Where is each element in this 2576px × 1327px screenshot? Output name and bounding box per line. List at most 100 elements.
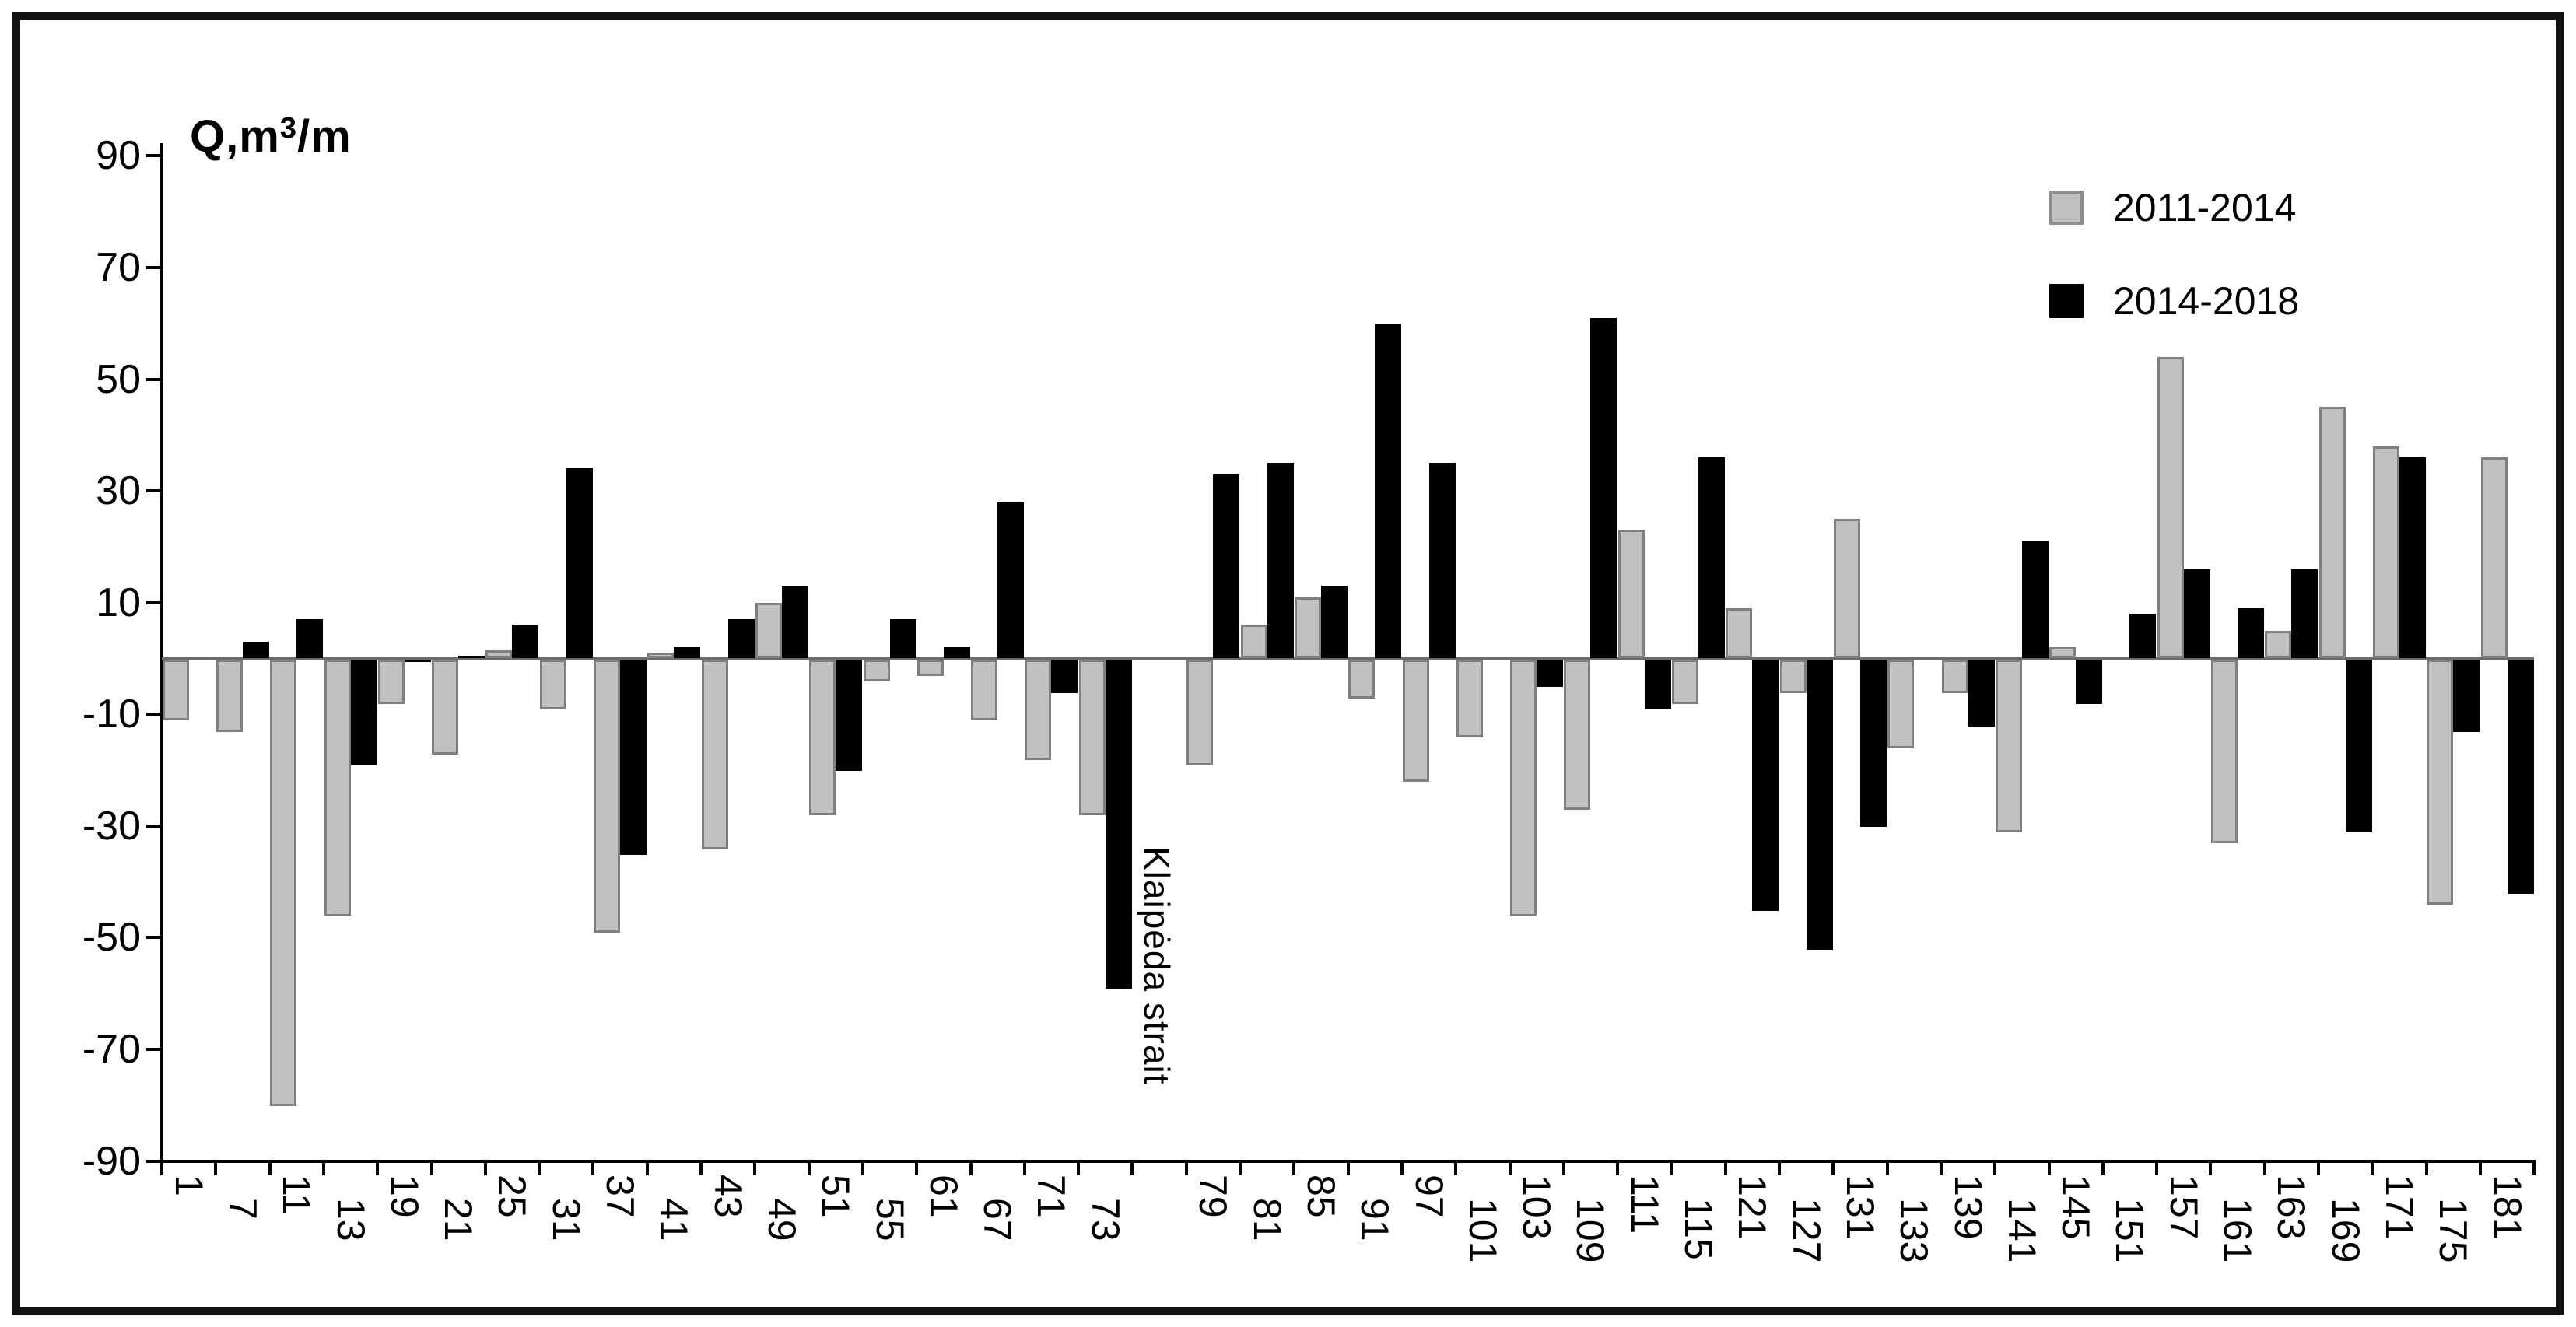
bar-2011-2014-profile-169: [2318, 407, 2346, 659]
y-axis-tick-label: 30: [96, 468, 141, 514]
bar-2014-2018-profile-43: [727, 619, 755, 659]
x-axis-tick: [1184, 1163, 1188, 1175]
bar-2011-2014-profile-181: [2480, 457, 2508, 659]
x-axis-tick: [1239, 1163, 1242, 1175]
x-axis-tick-label: 171: [2377, 1175, 2421, 1240]
x-axis-tick-label: 141: [1999, 1198, 2044, 1263]
x-axis-tick: [1508, 1163, 1512, 1175]
bar-2011-2014-profile-111: [1617, 530, 1645, 659]
x-axis-tick: [2101, 1163, 2105, 1175]
x-axis-tick-label: 19: [382, 1175, 426, 1218]
bar-2011-2014-profile-171: [2372, 446, 2399, 659]
bar-2011-2014-profile-37: [594, 659, 621, 933]
x-axis-tick-label: 109: [1568, 1198, 1613, 1263]
x-axis-tick-label: 61: [921, 1175, 966, 1218]
x-axis-tick-label: 31: [544, 1198, 588, 1241]
bar-2011-2014-profile-133: [1887, 659, 1915, 749]
x-axis-tick-label: 81: [1245, 1198, 1289, 1241]
bar-2011-2014-profile-25: [485, 649, 513, 659]
bar-2014-2018-profile-37: [620, 659, 647, 855]
bar-2014-2018-profile-51: [836, 659, 863, 772]
x-axis-tick: [2317, 1163, 2320, 1175]
y-axis-tick: [146, 713, 160, 716]
y-axis-tick: [146, 1047, 160, 1051]
x-axis-tick-label: 101: [1460, 1198, 1505, 1263]
y-axis-tick: [146, 600, 160, 604]
x-axis-tick-label: 103: [1515, 1175, 1559, 1240]
bar-2014-2018-profile-127: [1806, 659, 1833, 950]
x-axis-tick: [2047, 1163, 2051, 1175]
bar-2011-2014-profile-19: [377, 659, 405, 704]
strait-annotation: Klaipėda strait: [1137, 846, 1177, 1085]
bar-2011-2014-profile-115: [1672, 659, 1699, 704]
x-axis-tick: [591, 1163, 595, 1175]
y-axis-tick-label: -30: [82, 803, 141, 849]
x-axis-tick: [1993, 1163, 1997, 1175]
bar-2011-2014-profile-175: [2427, 659, 2454, 905]
x-axis-tick-label: 175: [2431, 1198, 2476, 1263]
x-axis-line: [160, 1160, 2536, 1163]
y-axis-tick-label: 10: [96, 579, 141, 625]
bar-2014-2018-profile-111: [1644, 659, 1671, 710]
x-axis-tick-label: 71: [1029, 1175, 1074, 1218]
x-axis-tick-label: 79: [1191, 1175, 1235, 1218]
bar-2011-2014-profile-163: [2265, 630, 2292, 659]
legend-label: 2014-2018: [2113, 279, 2300, 323]
plot-area: Q,m3/m 90 70 50 30 10 -10 -30 -50 -70 -90 1 7 11 13 1…: [20, 20, 2556, 1307]
x-axis-tick: [1400, 1163, 1404, 1175]
x-axis-tick-label: 139: [1946, 1175, 1990, 1240]
x-axis-tick-label: 13: [328, 1198, 373, 1241]
x-axis-tick: [2262, 1163, 2266, 1175]
y-axis-line: [160, 143, 163, 1162]
x-axis-tick: [1077, 1163, 1081, 1175]
y-axis-tick-label: -90: [82, 1138, 141, 1184]
y-axis-tick-label: 90: [96, 133, 141, 179]
x-axis-tick: [483, 1163, 487, 1175]
x-axis-tick: [1939, 1163, 1943, 1175]
bar-2011-2014-profile-61: [916, 659, 944, 677]
x-axis-tick-label: 11: [275, 1175, 319, 1215]
chart-title: Q,m3/m: [190, 110, 352, 163]
x-axis-tick-label: 151: [2108, 1198, 2152, 1263]
x-axis-tick: [1561, 1163, 1565, 1175]
bar-2014-2018-profile-145: [2076, 659, 2103, 704]
bar-2011-2014-profile-21: [432, 659, 459, 755]
bar-2011-2014-profile-131: [1833, 519, 1860, 659]
x-axis-tick-label: 161: [2216, 1198, 2260, 1263]
bar-2014-2018-profile-181: [2507, 659, 2534, 894]
bar-2011-2014-profile-139: [1941, 659, 1968, 693]
x-axis-tick: [699, 1163, 703, 1175]
y-axis-tick: [146, 154, 160, 158]
x-axis-tick: [1292, 1163, 1296, 1175]
bar-2014-2018-profile-73: [1105, 659, 1132, 989]
x-axis-tick-label: 131: [1838, 1175, 1882, 1240]
chart-title-prefix: Q,m: [190, 111, 280, 162]
x-axis-tick: [860, 1163, 864, 1175]
bar-2014-2018-profile-139: [1968, 659, 1995, 727]
x-axis-tick: [1616, 1163, 1620, 1175]
x-axis-tick: [807, 1163, 811, 1175]
y-axis-tick-label: 70: [96, 245, 141, 291]
x-axis-tick: [2478, 1163, 2482, 1175]
bar-2014-2018-profile-115: [1698, 457, 1726, 659]
bar-2014-2018-profile-161: [2238, 607, 2265, 659]
bar-2011-2014-profile-71: [1025, 659, 1052, 760]
y-axis-tick: [146, 936, 160, 940]
legend-item-2014-2018: 2014-2018: [2049, 278, 2299, 324]
bar-2014-2018-profile-163: [2291, 569, 2318, 659]
x-axis-tick: [1723, 1163, 1727, 1175]
bar-2011-2014-profile-101: [1456, 659, 1483, 737]
y-axis-tick: [146, 489, 160, 493]
x-axis-tick-label: 91: [1353, 1198, 1397, 1241]
bar-2014-2018-profile-81: [1267, 463, 1294, 659]
x-axis-tick-label: 157: [2161, 1175, 2206, 1240]
x-axis-tick: [2532, 1163, 2536, 1175]
bar-2011-2014-profile-81: [1240, 625, 1267, 659]
x-axis-tick: [969, 1163, 973, 1175]
bar-2011-2014-profile-91: [1348, 659, 1376, 699]
bar-2014-2018-profile-19: [404, 659, 431, 663]
bar-2014-2018-profile-85: [1320, 586, 1348, 659]
y-axis-tick: [146, 1159, 160, 1163]
x-axis-tick: [2424, 1163, 2428, 1175]
bar-2011-2014-profile-11: [270, 659, 297, 1106]
